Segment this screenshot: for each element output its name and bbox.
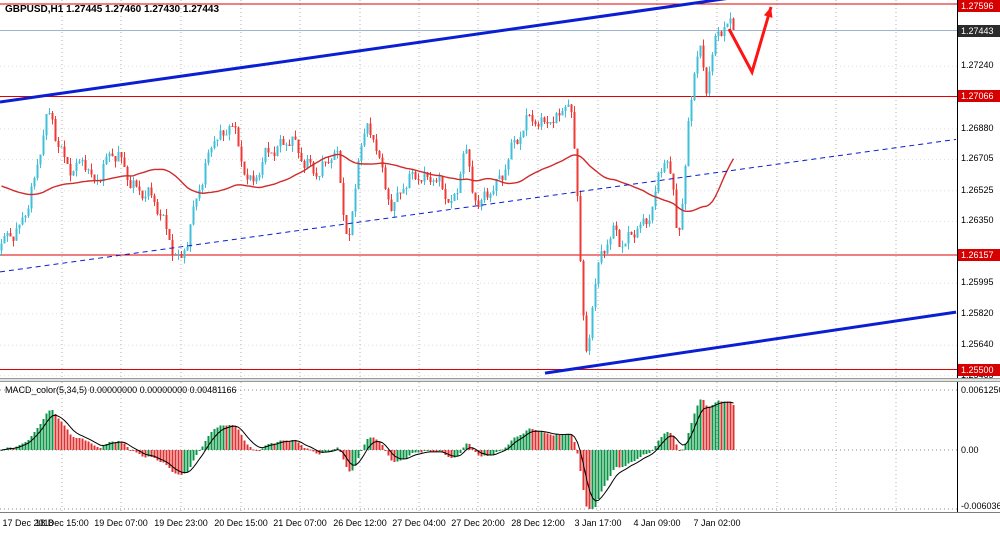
time-axis-label: 18 Dec 15:00 [35,518,89,528]
price-axis-label: 1.27240 [961,60,994,70]
time-axis-label: 17 Dec 2018 [2,518,54,528]
price-axis[interactable]: 1.27240 1.26880 1.26705 1.26525 1.26350 1.259… [957,0,1000,380]
trendline-lower-channel[interactable] [544,310,957,375]
macd-svg[interactable] [0,382,957,512]
candlestick-series[interactable] [0,12,735,356]
drawn-arrow[interactable] [727,6,773,76]
time-axis[interactable]: 17 Dec 2018 18 Dec 15:00 19 Dec 07:00 19 De… [0,512,1000,535]
level-price-badge: 1.25500 [958,364,1000,376]
time-axis-label: 7 Jan 02:00 [693,518,741,528]
time-axis-label: 3 Jan 17:00 [574,518,622,528]
price-axis-label: 1.25995 [961,277,994,287]
time-axis-label: 27 Dec 20:00 [451,518,505,528]
price-axis-label: 1.25640 [961,339,994,349]
time-axis-label: 21 Dec 07:00 [273,518,327,528]
price-axis-label: 1.26880 [961,123,994,133]
price-axis-label: 1.26705 [961,153,994,163]
level-price-badge: 1.27596 [958,0,1000,12]
macd-axis-label: 0.0061250 [961,385,1000,395]
symbol-title: GBPUSD,H1 1.27445 1.27460 1.27430 1.2744… [5,4,220,15]
macd-panel[interactable] [0,382,957,512]
time-axis-label: 4 Jan 09:00 [633,518,681,528]
level-price-badge: 1.26157 [958,249,1000,261]
level-price-badge: 1.27066 [958,90,1000,102]
current-price-badge: 1.27443 [958,25,1000,37]
main-chart-svg[interactable] [0,0,957,378]
macd-axis-label: 0.00 [961,445,979,455]
horizontal-level-lines[interactable] [0,3,957,371]
trendline-upper-channel[interactable] [0,0,955,104]
time-axis-label: 19 Dec 23:00 [154,518,208,528]
macd-signal-line[interactable] [1,401,734,502]
trendline-mid-dashed[interactable] [0,138,957,273]
panel-divider[interactable] [0,378,1000,382]
price-axis-label: 1.26350 [961,215,994,225]
drawn-arrow-head [763,7,773,18]
macd-histogram[interactable] [0,399,735,510]
price-axis-label: 1.26525 [961,185,994,195]
macd-label: MACD_color(5,34,5) 0.00000000 0.00000000… [5,385,237,395]
price-chart-area[interactable] [0,0,957,378]
time-axis-label: 27 Dec 04:00 [392,518,446,528]
time-axis-label: 20 Dec 15:00 [214,518,268,528]
time-axis-label: 28 Dec 12:00 [511,518,565,528]
price-axis-label: 1.25820 [961,308,994,318]
moving-average-line[interactable] [1,153,735,213]
time-axis-label: 19 Dec 07:00 [94,518,148,528]
time-axis-label: 26 Dec 12:00 [333,518,387,528]
